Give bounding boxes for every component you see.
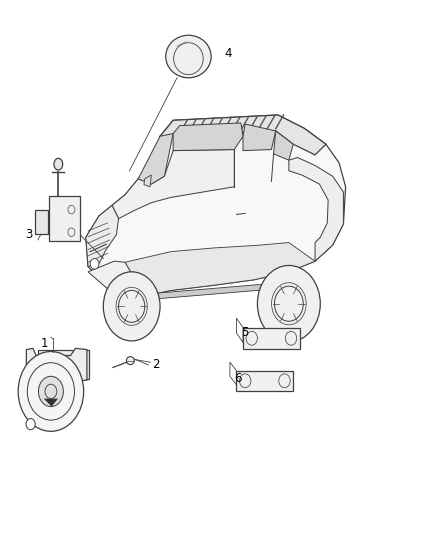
Polygon shape bbox=[243, 328, 300, 349]
FancyBboxPatch shape bbox=[35, 209, 48, 233]
Polygon shape bbox=[44, 399, 58, 407]
Polygon shape bbox=[86, 115, 346, 298]
Circle shape bbox=[26, 418, 35, 430]
Polygon shape bbox=[289, 158, 343, 261]
Polygon shape bbox=[145, 282, 289, 300]
Circle shape bbox=[39, 376, 64, 407]
Text: 2: 2 bbox=[152, 358, 159, 372]
Ellipse shape bbox=[54, 158, 63, 170]
Polygon shape bbox=[173, 123, 243, 151]
Text: 5: 5 bbox=[241, 326, 249, 340]
Ellipse shape bbox=[166, 35, 211, 78]
Polygon shape bbox=[88, 261, 145, 298]
Polygon shape bbox=[243, 124, 276, 151]
Polygon shape bbox=[138, 134, 173, 184]
Polygon shape bbox=[125, 243, 315, 296]
FancyBboxPatch shape bbox=[38, 350, 88, 379]
Text: 3: 3 bbox=[25, 228, 33, 241]
Polygon shape bbox=[237, 370, 293, 391]
Circle shape bbox=[258, 265, 320, 342]
Circle shape bbox=[18, 352, 84, 431]
Polygon shape bbox=[160, 115, 326, 155]
Circle shape bbox=[103, 272, 160, 341]
Text: 6: 6 bbox=[234, 372, 241, 385]
Polygon shape bbox=[112, 150, 234, 219]
Ellipse shape bbox=[127, 357, 134, 365]
Circle shape bbox=[90, 259, 99, 269]
Ellipse shape bbox=[175, 63, 202, 77]
Polygon shape bbox=[26, 349, 87, 382]
Text: 4: 4 bbox=[225, 47, 232, 60]
Polygon shape bbox=[86, 205, 119, 266]
Text: 1: 1 bbox=[41, 337, 48, 350]
FancyBboxPatch shape bbox=[49, 196, 80, 241]
Polygon shape bbox=[144, 175, 151, 187]
Polygon shape bbox=[274, 131, 293, 160]
